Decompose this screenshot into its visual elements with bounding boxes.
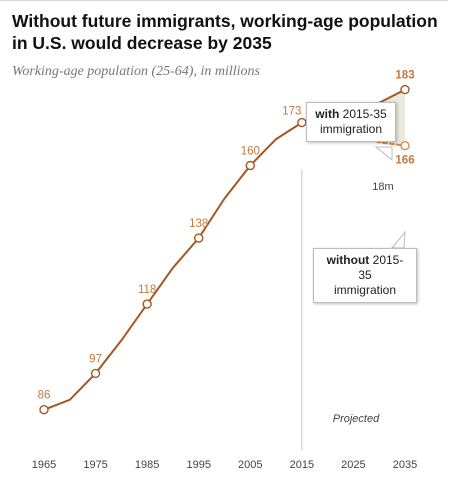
callout-without-tail bbox=[390, 230, 406, 249]
data-point-1995-138 bbox=[194, 233, 204, 243]
x-tick-1995: 1995 bbox=[186, 459, 210, 471]
data-point-2015-173 bbox=[297, 117, 307, 128]
callout-without-bold: without bbox=[326, 253, 370, 267]
value-label-138: 138 bbox=[189, 218, 208, 230]
value-label-160: 160 bbox=[241, 146, 260, 158]
callout-with-line2: immigration bbox=[319, 122, 382, 136]
data-point-2035-183 bbox=[400, 84, 410, 95]
value-label-118: 118 bbox=[138, 284, 156, 296]
callout-without-years: 2015-35 bbox=[358, 253, 404, 282]
x-tick-1985: 1985 bbox=[135, 459, 159, 471]
gap-label: 18m bbox=[372, 181, 393, 193]
x-tick-2005: 2005 bbox=[238, 459, 262, 471]
data-point-2005-160 bbox=[245, 160, 255, 171]
callout-with-immigration: with 2015-35 immigration bbox=[306, 102, 396, 142]
data-point-1985-118 bbox=[142, 299, 152, 309]
projected-label: Projected bbox=[333, 413, 380, 425]
chart-subtitle: Working-age population (25-64), in milli… bbox=[12, 64, 260, 79]
x-tick-1975: 1975 bbox=[83, 459, 107, 471]
series-line-historical bbox=[43, 121, 303, 411]
x-tick-2035: 2035 bbox=[393, 459, 417, 471]
callout-with-bold: with bbox=[315, 107, 340, 121]
data-point-1975-97 bbox=[90, 368, 101, 379]
x-tick-2025: 2025 bbox=[341, 459, 365, 471]
value-label-173: 173 bbox=[282, 106, 301, 118]
chart-title: Without future immigrants, working-age p… bbox=[12, 11, 438, 53]
value-label-166: 166 bbox=[395, 155, 414, 167]
data-point-2035-166 bbox=[400, 140, 410, 151]
top-rule bbox=[0, 0, 448, 1]
callout-without-immigration: without 2015-35 immigration bbox=[313, 248, 417, 303]
value-label-97: 97 bbox=[89, 353, 102, 365]
data-point-1965-86 bbox=[39, 405, 49, 415]
x-tick-2015: 2015 bbox=[290, 459, 314, 471]
value-label-86: 86 bbox=[38, 390, 51, 402]
callout-without-line2: immigration bbox=[333, 283, 396, 297]
callout-with-years: 2015-35 bbox=[342, 107, 387, 121]
x-tick-1965: 1965 bbox=[32, 459, 56, 471]
callout-with-tail bbox=[374, 146, 393, 162]
value-label-183: 183 bbox=[395, 70, 414, 82]
